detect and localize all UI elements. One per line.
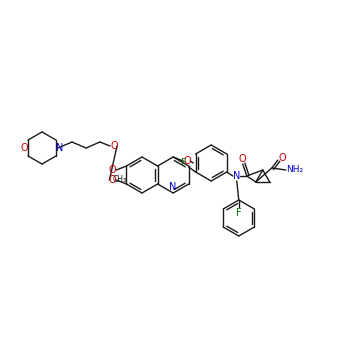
Text: O: O (110, 141, 118, 151)
Text: O: O (20, 143, 28, 153)
Text: F: F (236, 208, 241, 218)
Text: CH₃: CH₃ (112, 175, 127, 183)
Text: N: N (56, 143, 64, 153)
Text: O: O (183, 156, 191, 166)
Text: O: O (239, 154, 247, 164)
Text: F: F (181, 158, 187, 168)
Text: O: O (108, 175, 116, 185)
Text: N: N (169, 182, 177, 192)
Text: O: O (278, 153, 286, 163)
Text: N: N (233, 171, 240, 181)
Text: O: O (108, 165, 116, 175)
Text: NH₂: NH₂ (286, 166, 303, 175)
